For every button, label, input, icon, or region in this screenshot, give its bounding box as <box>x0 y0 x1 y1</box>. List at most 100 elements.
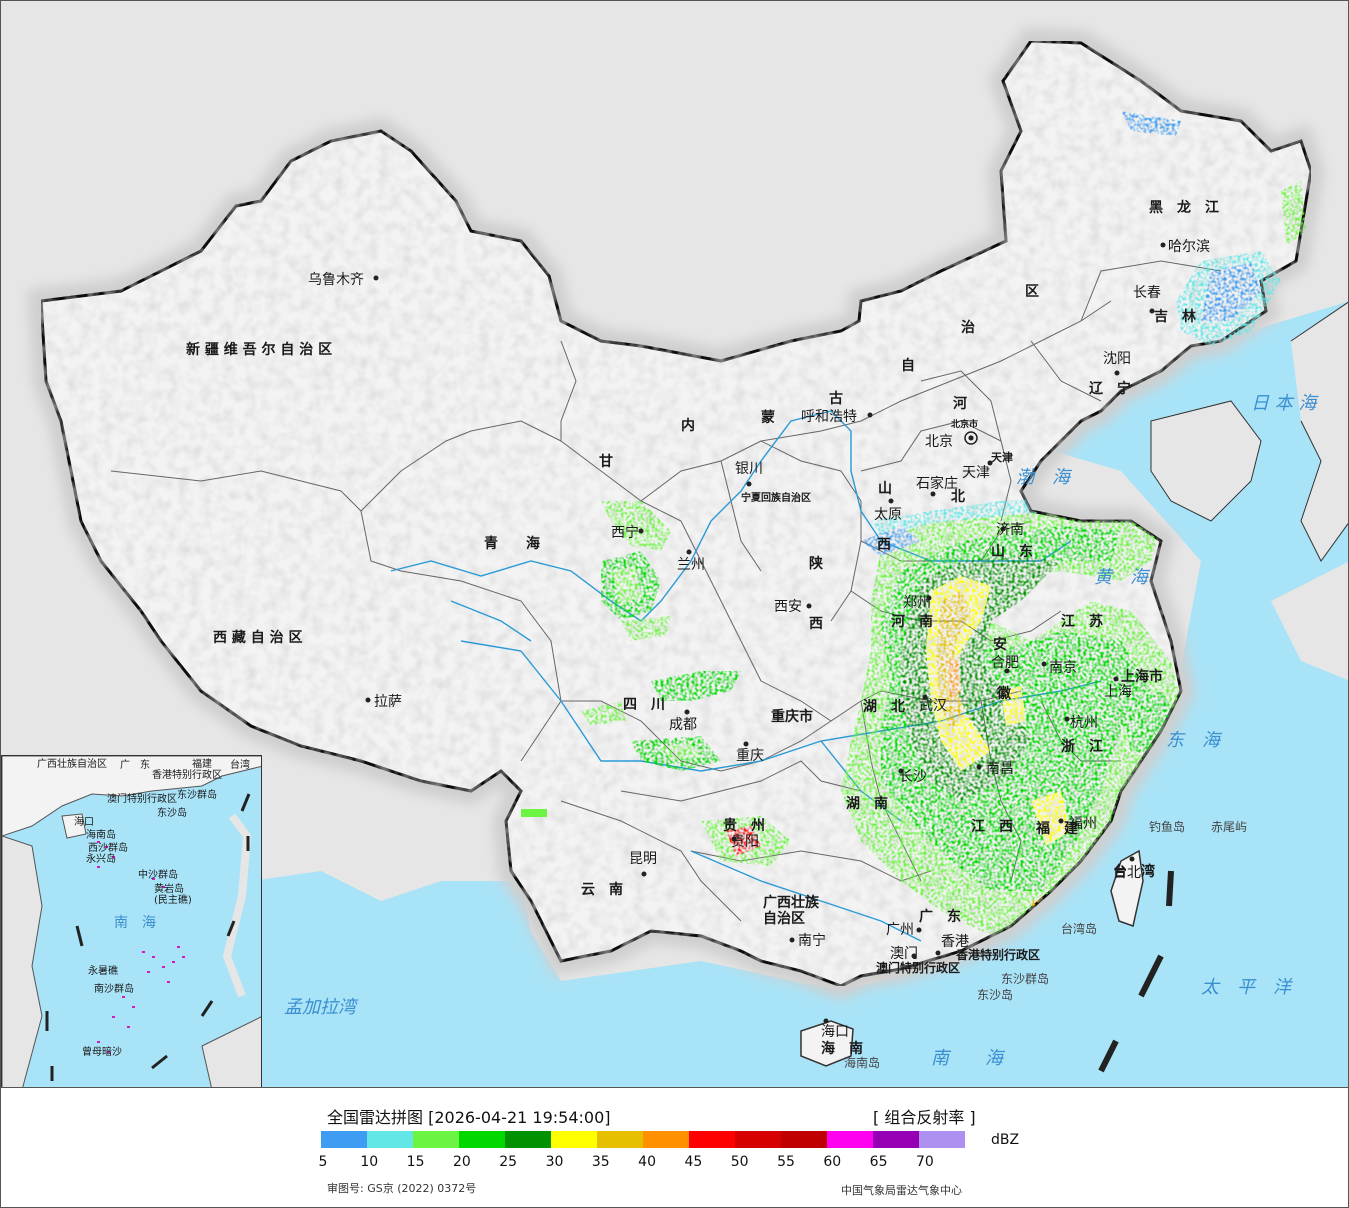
province-label-neimenggu-qu: 区 <box>1025 284 1039 300</box>
city-label-yinchuan: 银川 <box>735 461 763 477</box>
city-marker-macao-city <box>911 953 917 959</box>
province-label-zhejiang: 浙 江 <box>1061 738 1103 755</box>
inset-label-i-nh: 南 海 <box>114 915 156 931</box>
city-marker-shanghai-city <box>1113 676 1119 682</box>
city-marker-nanning <box>789 937 795 943</box>
city-marker-haikou <box>823 1018 829 1024</box>
city-marker-hefei <box>1004 668 1010 674</box>
color-swatch <box>689 1131 735 1148</box>
tick-label: 45 <box>684 1154 703 1170</box>
review-number: 审图号: GS京 (2022) 0372号 <box>327 1182 477 1195</box>
city-label-hongkong-city: 香港 <box>941 934 969 950</box>
color-swatch <box>781 1131 827 1148</box>
city-marker-jinan <box>1000 526 1006 532</box>
color-swatch <box>827 1131 873 1148</box>
sea-label-mengjiala: 孟加拉湾 <box>284 997 359 1018</box>
province-label-hainan: 海 南 <box>821 1040 863 1057</box>
city-label-guiyang: 贵阳 <box>731 834 759 850</box>
province-label-yunnan: 云 南 <box>581 881 623 898</box>
province-label-taiwan: 台 湾 <box>1113 863 1155 880</box>
city-marker-nanchang <box>976 764 982 770</box>
city-marker-urumqi <box>373 275 379 281</box>
province-label-neimenggu-zhi: 治 <box>961 319 975 336</box>
city-label-urumqi: 乌鲁木齐 <box>308 272 364 288</box>
city-marker-lhasa <box>365 697 371 703</box>
tick-label: 50 <box>730 1154 749 1170</box>
city-label-nanning: 南宁 <box>798 932 826 949</box>
city-label-changsha: 长沙 <box>899 769 927 785</box>
color-swatch <box>367 1131 413 1148</box>
sea-label-donghai: 东 海 <box>1166 730 1223 751</box>
city-label-zhengzhou: 郑州 <box>903 595 931 611</box>
sea-label-huanghai: 黄 海 <box>1094 567 1151 588</box>
city-marker-guangzhou <box>916 927 922 933</box>
city-marker-taiyuan <box>888 498 894 504</box>
tick-label: 10 <box>360 1154 379 1170</box>
city-label-macao-city: 澳门 <box>890 946 918 962</box>
city-marker-xining <box>638 528 644 534</box>
city-label-nanjing: 南京 <box>1049 660 1077 676</box>
city-label-shenyang: 沈阳 <box>1103 351 1131 367</box>
city-label-kunming: 昆明 <box>629 851 657 867</box>
city-label-nanchang: 南昌 <box>986 761 1014 777</box>
inset-label-i-hk2: 海口 <box>74 815 94 828</box>
color-swatch <box>321 1131 367 1148</box>
inset-reef-dots <box>97 841 185 1053</box>
color-swatch <box>643 1131 689 1148</box>
island-label-chiwei: 赤尾屿 <box>1211 820 1247 834</box>
city-marker-kunming <box>641 871 647 877</box>
tick-label: 40 <box>638 1154 657 1170</box>
tick-label: 30 <box>545 1154 564 1170</box>
inset-label-i-gx: 广西壮族自治区 <box>37 757 107 770</box>
sea-label-bohai: 渤 海 <box>1016 467 1073 488</box>
province-label-ningxia: 宁夏回族自治区 <box>741 491 811 504</box>
province-label-neimenggu-nei: 内 <box>681 417 695 434</box>
inset-label-i-hn: 海南岛 <box>86 828 116 841</box>
inset-label-i-tw: 台湾 <box>230 758 250 771</box>
product-name: [ 组合反射率 ] <box>873 1108 976 1127</box>
tick-label: 60 <box>823 1154 842 1170</box>
province-label-chongqing: 重庆市 <box>771 708 813 725</box>
inset-label-i-dsqd: 东沙群岛 <box>177 788 217 801</box>
province-label-hongkong: 香港特别行政区 <box>955 947 1040 962</box>
inset-label-i-gd: 广 东 <box>120 758 150 771</box>
city-marker-nanjing <box>1041 661 1047 667</box>
radar-map[interactable]: 新 疆 维 吾 尔 自 治 区西 藏 自 治 区青 海甘四 川云 南贵 州广西壮… <box>0 0 1349 1088</box>
province-label-heilongjiang: 黑 龙 江 <box>1149 199 1219 216</box>
island-label-dongsha-qundao: 东沙群岛 <box>1001 971 1049 986</box>
radar-echoes <box>581 496 1181 946</box>
color-swatch <box>597 1131 643 1148</box>
province-label-jilin: 吉 林 <box>1154 308 1196 325</box>
inset-label-i-zsqd: 中沙群岛 <box>138 868 178 881</box>
sea-label-riben: 日 本 海 <box>1251 393 1319 414</box>
city-label-taibei: 台北 <box>1113 865 1141 881</box>
city-marker-changsha <box>898 768 904 774</box>
island-label-hainan-dao: 海南岛 <box>844 1055 880 1070</box>
province-label-neimenggu-zi: 自 <box>901 357 915 374</box>
province-label-shanxi-xi: 西 <box>877 537 891 553</box>
ne-echoes <box>1121 111 1306 346</box>
city-label-wuhan: 武汉 <box>919 698 947 714</box>
province-label-xizang: 西 藏 自 治 区 <box>213 629 303 646</box>
city-label-shijiazhuang: 石家庄 <box>916 475 958 492</box>
province-label-jiangsu: 江 苏 <box>1061 613 1103 630</box>
color-swatch <box>505 1131 551 1148</box>
city-marker-hongkong-city <box>935 950 941 956</box>
city-marker-harbin <box>1160 242 1166 248</box>
province-label-qinghai: 青 海 <box>484 535 540 552</box>
scale-ticks: 5 10 15 20 25 30 35 40 45 50 55 60 65 70 <box>1 1154 1349 1174</box>
city-marker-chengdu <box>684 709 690 715</box>
city-marker-guiyang <box>731 836 737 842</box>
inset-label-i-dsd: 东沙岛 <box>157 806 187 819</box>
city-marker-chongqing-city <box>743 741 749 747</box>
color-swatch <box>735 1131 781 1148</box>
province-label-shandong: 山 东 <box>991 543 1033 560</box>
city-marker-lanzhou <box>686 549 692 555</box>
tick-label: 20 <box>452 1154 471 1170</box>
province-label-tianjin: 天津 <box>991 450 1013 464</box>
city-label-chengdu: 成都 <box>669 717 697 733</box>
province-label-macao: 澳门特别行政区 <box>876 960 960 975</box>
inset-label-i-nsqd: 南沙群岛 <box>94 982 134 995</box>
city-marker-taibei <box>1129 856 1135 862</box>
